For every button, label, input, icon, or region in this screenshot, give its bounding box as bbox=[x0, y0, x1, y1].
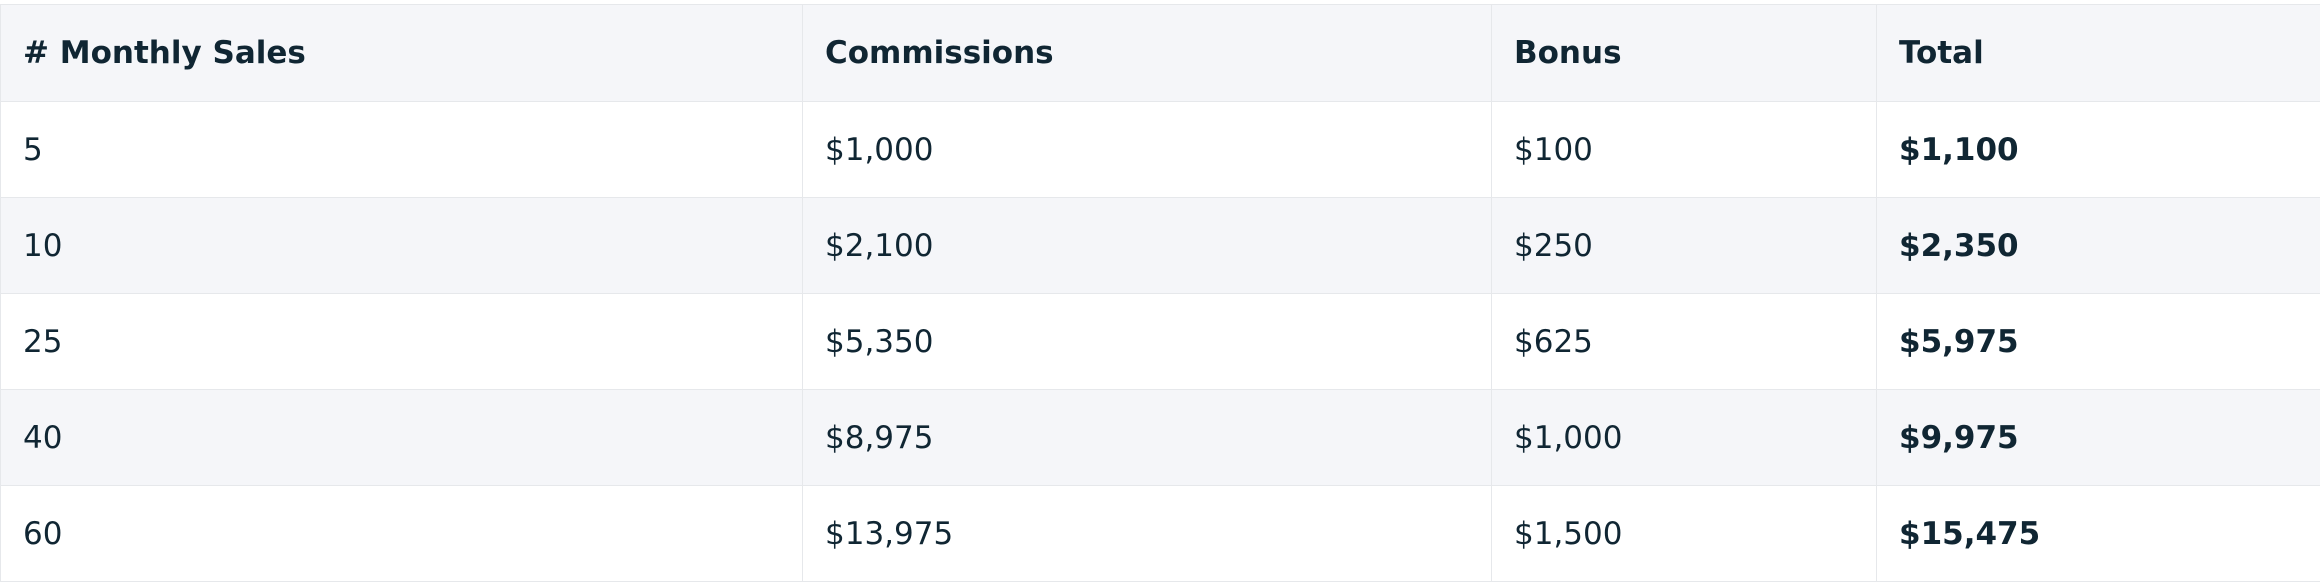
total-cell: $5,975 bbox=[1877, 294, 2320, 390]
table-cell: 10 bbox=[1, 198, 803, 294]
table-cell: $1,000 bbox=[803, 102, 1492, 198]
table-row: 25$5,350$625$5,975 bbox=[1, 294, 2320, 390]
table-row: 40$8,975$1,000$9,975 bbox=[1, 390, 2320, 486]
total-cell: $1,100 bbox=[1877, 102, 2320, 198]
table-row: 10$2,100$250$2,350 bbox=[1, 198, 2320, 294]
total-cell: $2,350 bbox=[1877, 198, 2320, 294]
total-cell: $9,975 bbox=[1877, 390, 2320, 486]
header-cell: # Monthly Sales bbox=[1, 5, 803, 102]
table-cell: $1,000 bbox=[1492, 390, 1877, 486]
table-cell: $250 bbox=[1492, 198, 1877, 294]
table-cell: $5,350 bbox=[803, 294, 1492, 390]
table-cell: 5 bbox=[1, 102, 803, 198]
table-cell: $2,100 bbox=[803, 198, 1492, 294]
table-cell: $8,975 bbox=[803, 390, 1492, 486]
table-cell: 40 bbox=[1, 390, 803, 486]
header-cell: Total bbox=[1877, 5, 2320, 102]
header-cell: Bonus bbox=[1492, 5, 1877, 102]
table-cell: $13,975 bbox=[803, 486, 1492, 582]
header-cell: Commissions bbox=[803, 5, 1492, 102]
table-cell: $625 bbox=[1492, 294, 1877, 390]
table-cell: $1,500 bbox=[1492, 486, 1877, 582]
table-row: 5$1,000$100$1,100 bbox=[1, 102, 2320, 198]
table-cell: $100 bbox=[1492, 102, 1877, 198]
total-cell: $15,475 bbox=[1877, 486, 2320, 582]
table-cell: 25 bbox=[1, 294, 803, 390]
table-row: 60$13,975$1,500$15,475 bbox=[1, 486, 2320, 582]
table-cell: 60 bbox=[1, 486, 803, 582]
